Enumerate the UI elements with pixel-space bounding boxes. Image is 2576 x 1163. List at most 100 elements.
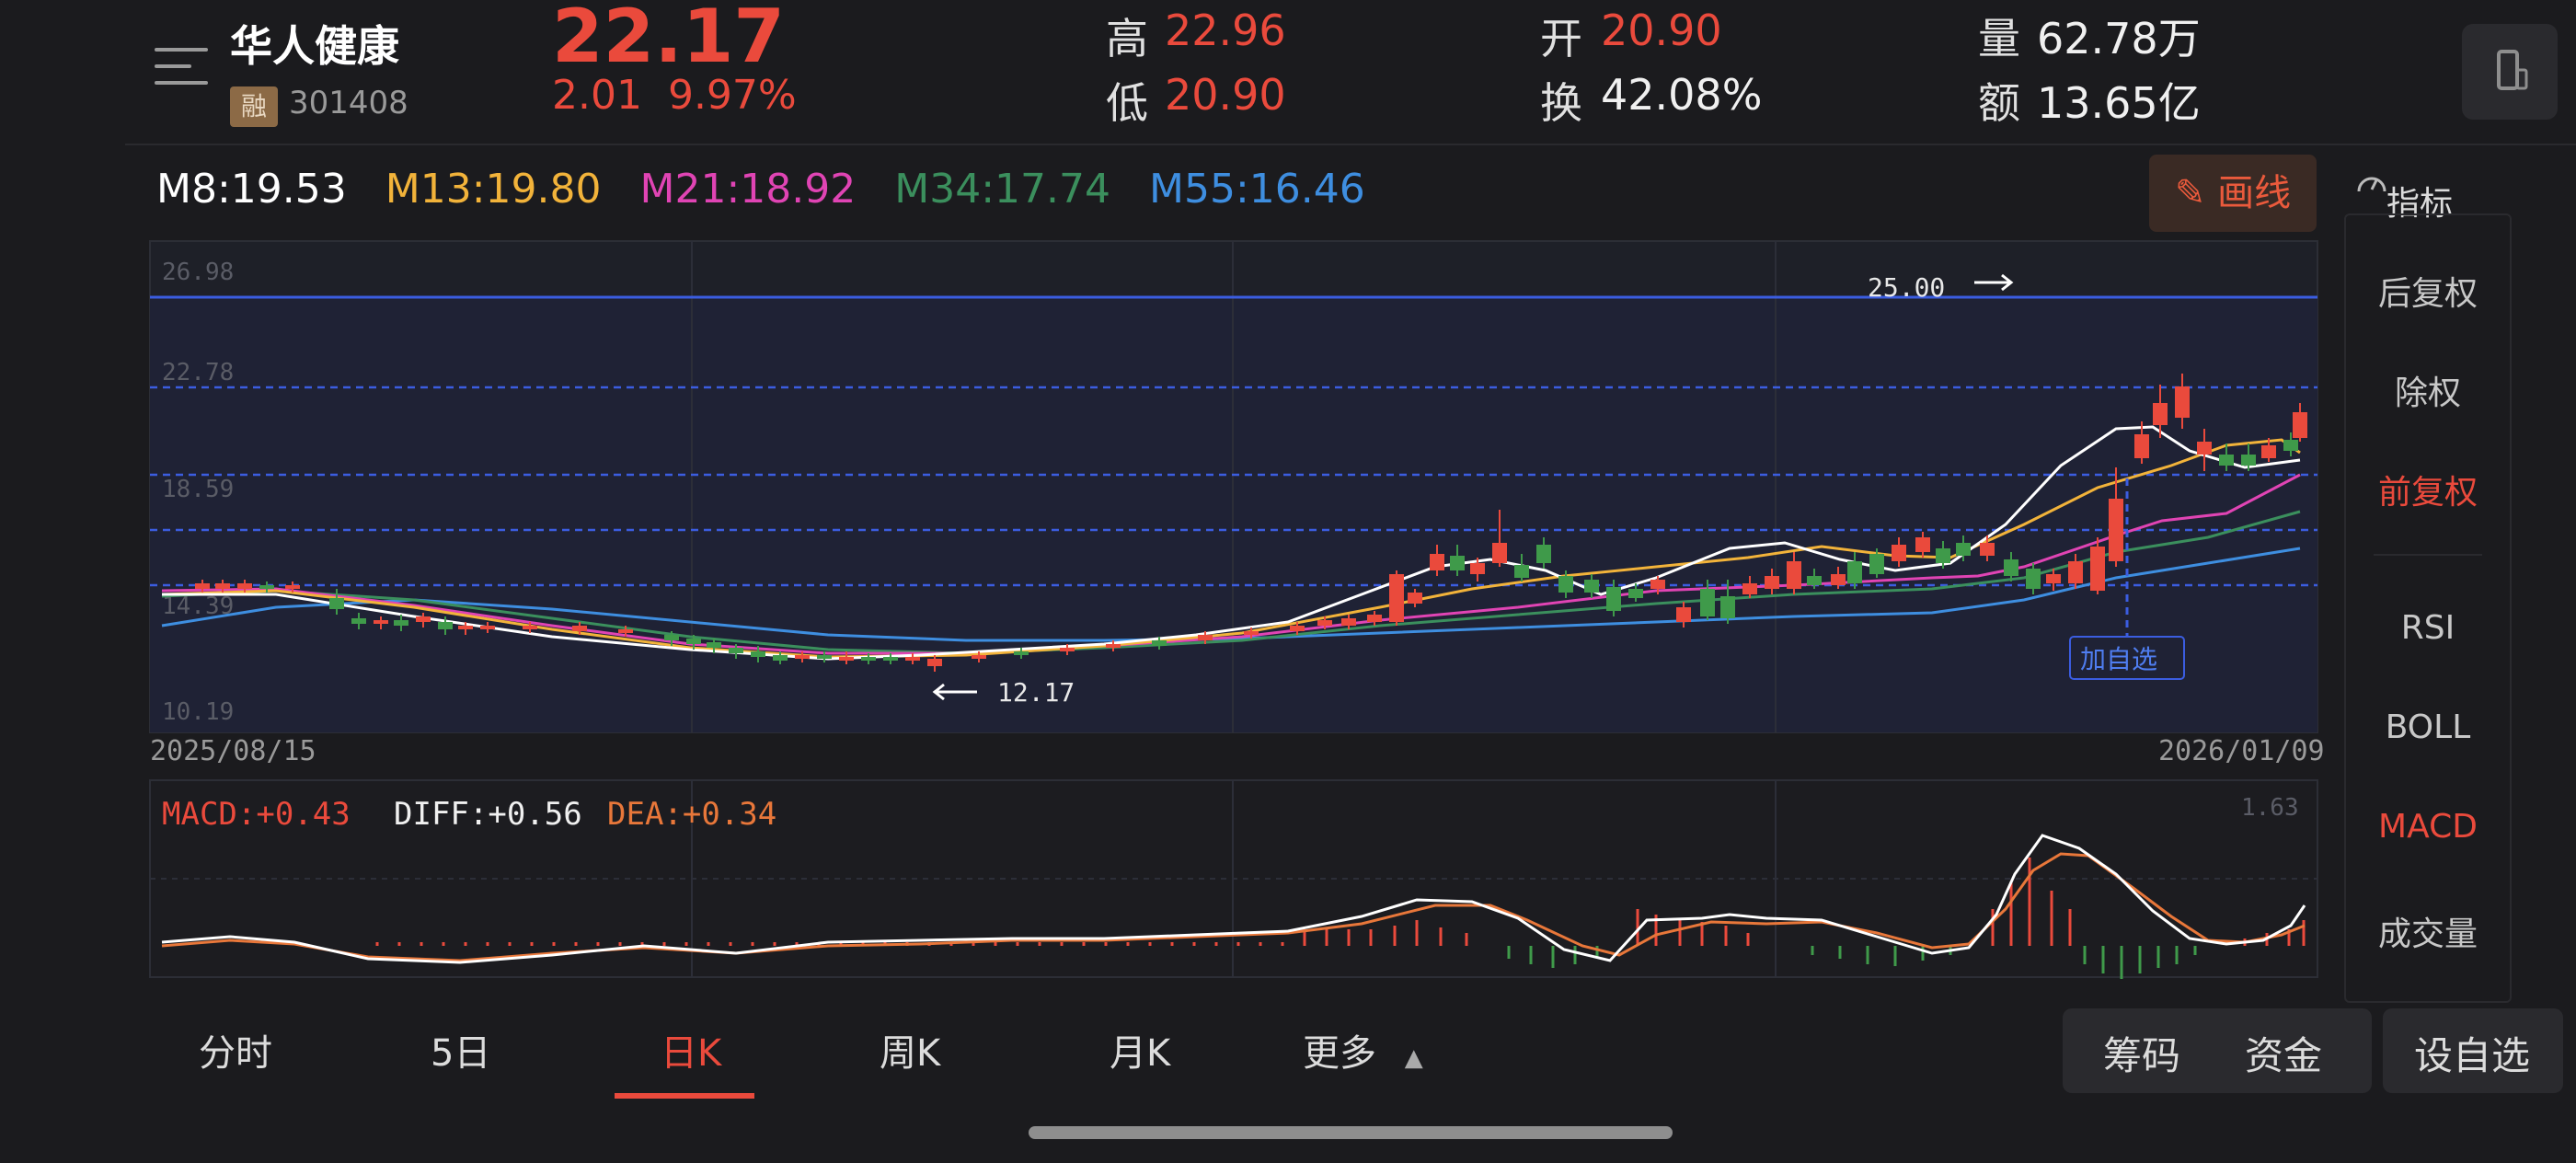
candle-body: [2283, 440, 2298, 451]
draw-line-label: 画线: [2217, 172, 2292, 214]
tab-monthly-k[interactable]: 月K: [1110, 1032, 1171, 1075]
candle-body: [1807, 576, 1822, 585]
add-watch-button[interactable]: 设自选: [2414, 1033, 2531, 1078]
candle-body: [1720, 596, 1735, 618]
funds-button[interactable]: 资金: [2245, 1033, 2323, 1078]
header-divider: [125, 144, 2576, 145]
add-watch-group: 设自选: [2383, 1008, 2563, 1093]
ma21-label: M21:18.92: [639, 166, 857, 213]
y-tick-label: 26.98: [162, 259, 234, 286]
ma-legend: M8:19.53 M13:19.80 M21:18.92 M34:17.74 M…: [156, 166, 1391, 213]
candle-body: [2197, 442, 2212, 455]
candle-body: [1514, 565, 1529, 578]
candle-body: [438, 622, 453, 629]
tab-5day[interactable]: 5日: [431, 1032, 491, 1075]
pencil-icon: ✎: [2174, 172, 2206, 214]
candle-body: [927, 659, 942, 666]
side-item-boll[interactable]: BOLL: [2385, 708, 2471, 746]
side-divider: [2374, 554, 2482, 556]
candle-body: [1367, 615, 1382, 622]
candle-body: [329, 598, 344, 609]
low-value: 20.90: [1165, 70, 1286, 120]
gauge-icon: [2357, 177, 2386, 192]
candle-body: [1628, 589, 1643, 598]
kline-chart[interactable]: 26.98 22.78 18.59 14.39 10.19 25.00 12.1…: [0, 0, 2337, 1003]
change-amount: 2.01: [552, 72, 642, 119]
candle-body: [259, 585, 274, 589]
indicator-header[interactable]: 指标: [2344, 162, 2547, 223]
candle-body: [2241, 455, 2256, 466]
min-price-label: 12.17: [997, 677, 1075, 708]
candle-body: [1492, 543, 1507, 563]
candle-body: [707, 642, 721, 648]
candle-body: [2004, 559, 2018, 576]
candle-body: [1430, 554, 1444, 570]
candle-body: [2068, 561, 2083, 583]
candle-body: [2261, 445, 2276, 458]
open-label: 开: [1540, 14, 1582, 63]
candle-body: [2153, 403, 2168, 425]
candle-body: [1915, 537, 1930, 552]
candle-body: [1014, 651, 1029, 655]
stock-code: 301408: [289, 85, 408, 121]
macd-top-value: 1.63: [2241, 794, 2299, 822]
amount-label: 额: [1978, 78, 2020, 128]
candle-body: [618, 629, 633, 633]
open-value: 20.90: [1601, 6, 1722, 55]
candle-body: [2293, 412, 2307, 438]
candle-body: [416, 616, 431, 622]
high-value: 22.96: [1165, 6, 1286, 55]
add-watch-marker-label: 加自选: [2080, 644, 2157, 674]
candle-body: [795, 655, 810, 659]
side-item-rsi[interactable]: RSI: [2400, 609, 2455, 647]
candle-body: [1700, 589, 1715, 616]
x-end-label: 2026/01/09: [2158, 735, 2325, 767]
turnover-value: 42.08%: [1601, 70, 1763, 120]
turnover-label: 换: [1540, 78, 1582, 128]
side-item-forward-adjust[interactable]: 前复权: [2377, 474, 2478, 512]
tab-intraday[interactable]: 分时: [199, 1032, 272, 1075]
candle-body: [1558, 576, 1573, 593]
home-indicator: [1029, 1126, 1673, 1139]
device-switch-button[interactable]: [2462, 24, 2558, 120]
ma55-line: [161, 547, 2301, 642]
side-item-ex-rights[interactable]: 除权: [2394, 374, 2461, 412]
chips-button[interactable]: 筹码: [2103, 1033, 2181, 1078]
candle-body: [905, 657, 920, 661]
diff-value-label: DIFF:+0.56: [394, 796, 582, 833]
candle-body: [285, 585, 300, 589]
side-item-volume[interactable]: 成交量: [2377, 915, 2478, 953]
candle-body: [1742, 583, 1757, 594]
tab-weekly-k[interactable]: 周K: [880, 1032, 941, 1075]
change-percent: 9.97%: [667, 72, 797, 119]
candle-body: [839, 657, 854, 661]
side-item-backward-adjust[interactable]: 后复权: [2377, 275, 2478, 313]
candle-body: [1650, 580, 1665, 589]
price-change: 2.01 9.97%: [552, 72, 797, 119]
candle-body: [2046, 574, 2061, 583]
current-price: 22.17: [552, 0, 786, 79]
dea-value-label: DEA:+0.34: [607, 796, 776, 833]
candle-body: [1676, 607, 1691, 622]
tab-more[interactable]: 更多 ▲: [1303, 1023, 1423, 1077]
y-tick-label: 18.59: [162, 476, 234, 503]
ma13-label: M13:19.80: [385, 166, 602, 213]
candle-body: [1787, 561, 1801, 589]
menu-icon[interactable]: [155, 48, 208, 88]
phone-icon: [2497, 50, 2528, 90]
amount-value: 13.65亿: [2037, 78, 2201, 128]
candle-body: [1060, 648, 1075, 651]
candle-body: [1198, 635, 1213, 640]
candle-body: [215, 583, 230, 589]
draw-line-button[interactable]: ✎ 画线: [2149, 155, 2317, 232]
side-item-macd[interactable]: MACD: [2378, 808, 2478, 846]
candle-body: [1341, 618, 1356, 626]
add-watch-marker: [2069, 636, 2185, 680]
candle-body: [1317, 620, 1332, 626]
candle-body: [458, 626, 473, 629]
tab-daily-k[interactable]: 日K: [661, 1032, 722, 1075]
candle-body: [523, 626, 537, 629]
candle-body: [1956, 543, 1971, 556]
candle-body: [1936, 548, 1950, 563]
candle-body: [1152, 640, 1167, 646]
